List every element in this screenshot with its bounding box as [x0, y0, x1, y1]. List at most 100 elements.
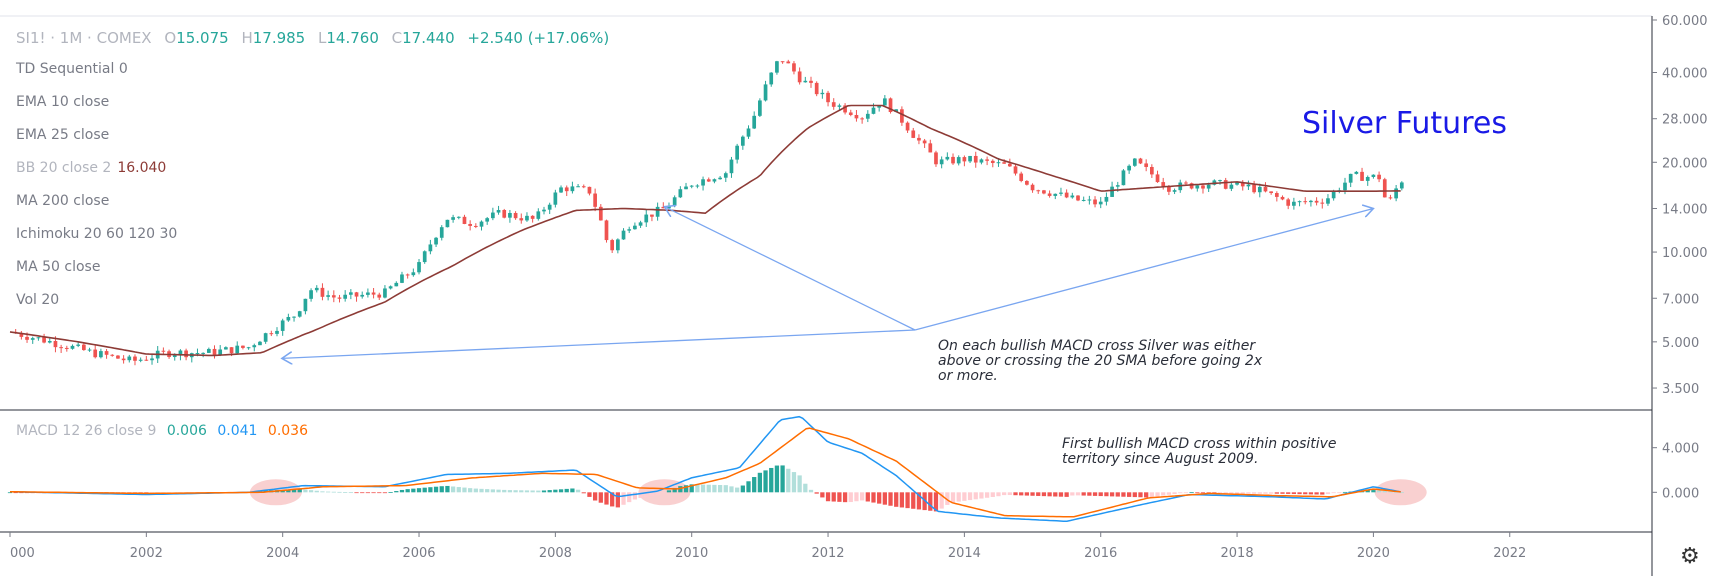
candle-body	[956, 157, 961, 164]
candle-body	[30, 338, 35, 340]
macd-histogram-bar	[558, 489, 564, 493]
macd-histogram-bar	[632, 492, 638, 500]
indicator-legend-3[interactable]: BB 20 close 2 16.040	[16, 160, 166, 176]
macd-histogram-bar	[536, 490, 541, 493]
candle-body	[479, 221, 484, 227]
candle-body	[1263, 186, 1268, 192]
x-tick-label: 2002	[130, 546, 163, 561]
macd-histogram-bar	[916, 492, 922, 510]
candle-body	[644, 214, 649, 223]
candle-body	[809, 80, 813, 83]
macd-histogram-bar	[814, 492, 819, 494]
y-tick-label: 20.000	[1662, 156, 1708, 171]
indicator-legend-6[interactable]: MA 50 close	[16, 259, 100, 275]
candle-body	[1167, 186, 1171, 192]
macd-histogram-bar	[1132, 492, 1137, 498]
macd-histogram-bar	[1075, 492, 1081, 496]
candle-body	[780, 61, 785, 63]
candle-body	[462, 216, 467, 224]
candle-body	[121, 358, 126, 361]
candle-body	[894, 109, 899, 113]
candle-body	[1138, 158, 1143, 164]
macd-histogram-bar	[1240, 492, 1245, 494]
candle-body	[422, 251, 427, 263]
macd-histogram-bar	[1007, 492, 1012, 496]
candle-body	[797, 71, 802, 83]
candle-body	[746, 128, 751, 137]
macd-histogram-bar	[553, 489, 558, 493]
macd-histogram-bar	[1303, 492, 1308, 495]
macd-histogram-bar	[1223, 492, 1228, 494]
annotation-arrow	[664, 207, 916, 331]
candle-body	[968, 155, 972, 162]
candle-body	[769, 72, 774, 85]
low-value: 14.760	[326, 29, 379, 47]
indicator-legend-2[interactable]: EMA 25 close	[16, 127, 109, 143]
macd-histogram-bar	[1269, 492, 1274, 494]
indicator-legend-7[interactable]: Vol 20	[16, 292, 59, 308]
symbol-label: SI1! · 1M · COMEX	[16, 29, 152, 47]
candle-body	[1093, 199, 1097, 205]
candle-body	[706, 179, 711, 182]
macd-histogram-bar	[678, 486, 683, 493]
candle-body	[1223, 180, 1228, 189]
macd-histogram-bar	[286, 489, 291, 493]
macd-histogram-bar	[877, 492, 882, 504]
candle-body	[405, 274, 410, 276]
candle-body	[127, 356, 132, 361]
candle-body	[1030, 184, 1035, 191]
candle-body	[400, 274, 404, 283]
candle-body	[570, 186, 575, 192]
macd-annotation-line: First bullish MACD cross within positive	[1062, 436, 1337, 452]
candle-body	[383, 288, 387, 298]
indicator-legend-0[interactable]: TD Sequential 0	[16, 61, 128, 77]
indicator-legend-5[interactable]: Ichimoku 20 60 120 30	[16, 226, 177, 242]
candle-body	[388, 286, 393, 289]
candle-body	[865, 113, 870, 119]
macd-histogram-bar	[1064, 492, 1069, 497]
candle-body	[633, 225, 637, 230]
macd-histogram-bar	[1030, 492, 1035, 496]
candle-body	[1150, 166, 1154, 175]
candle-body	[473, 225, 478, 227]
candle-body	[837, 105, 842, 107]
candle-body	[468, 223, 472, 226]
macd-histogram-bar	[360, 492, 365, 494]
candle-body	[1292, 201, 1296, 206]
candle-body	[496, 210, 501, 213]
candle-body	[854, 114, 859, 119]
candle-body	[366, 292, 370, 295]
candle-body	[82, 344, 86, 351]
macd-annotation: First bullish MACD cross within positive…	[1062, 437, 1337, 467]
candle-body	[258, 341, 262, 346]
macd-histogram-bar	[837, 492, 842, 502]
indicator-label: BB 20 close 2	[16, 160, 112, 176]
macd-histogram-bar	[570, 488, 575, 493]
candle-body	[303, 298, 308, 312]
macd-histogram-bar	[388, 492, 393, 493]
indicator-label: Vol 20	[16, 292, 60, 308]
macd-histogram-bar	[859, 492, 865, 501]
candle-body	[803, 80, 808, 83]
main-annotation-line: above or crossing the 20 SMA before goin…	[938, 353, 1263, 369]
candle-body	[1155, 174, 1160, 183]
indicator-legend-4[interactable]: MA 200 close	[16, 193, 109, 209]
macd-histogram-bar	[996, 492, 1001, 497]
settings-gear-icon[interactable]: ⚙	[1680, 543, 1700, 568]
candle-body	[491, 212, 495, 219]
macd-histogram-bar	[712, 484, 717, 493]
indicator-label: EMA 10 close	[16, 94, 110, 110]
macd-legend[interactable]: MACD 12 26 close 9 0.006 0.041 0.036	[16, 423, 308, 439]
candle-body	[1042, 190, 1046, 194]
candle-body	[559, 187, 563, 193]
macd-hist-value: 0.006	[166, 423, 207, 439]
macd-histogram-bar	[1200, 492, 1206, 494]
macd-histogram-bar	[808, 489, 814, 493]
macd-histogram-bar	[1149, 492, 1154, 498]
macd-histogram-bar	[325, 491, 331, 493]
indicator-legend-1[interactable]: EMA 10 close	[16, 94, 109, 110]
y-tick-label: 60.000	[1662, 14, 1708, 29]
candle-body	[1388, 197, 1393, 199]
candle-body	[394, 282, 399, 287]
